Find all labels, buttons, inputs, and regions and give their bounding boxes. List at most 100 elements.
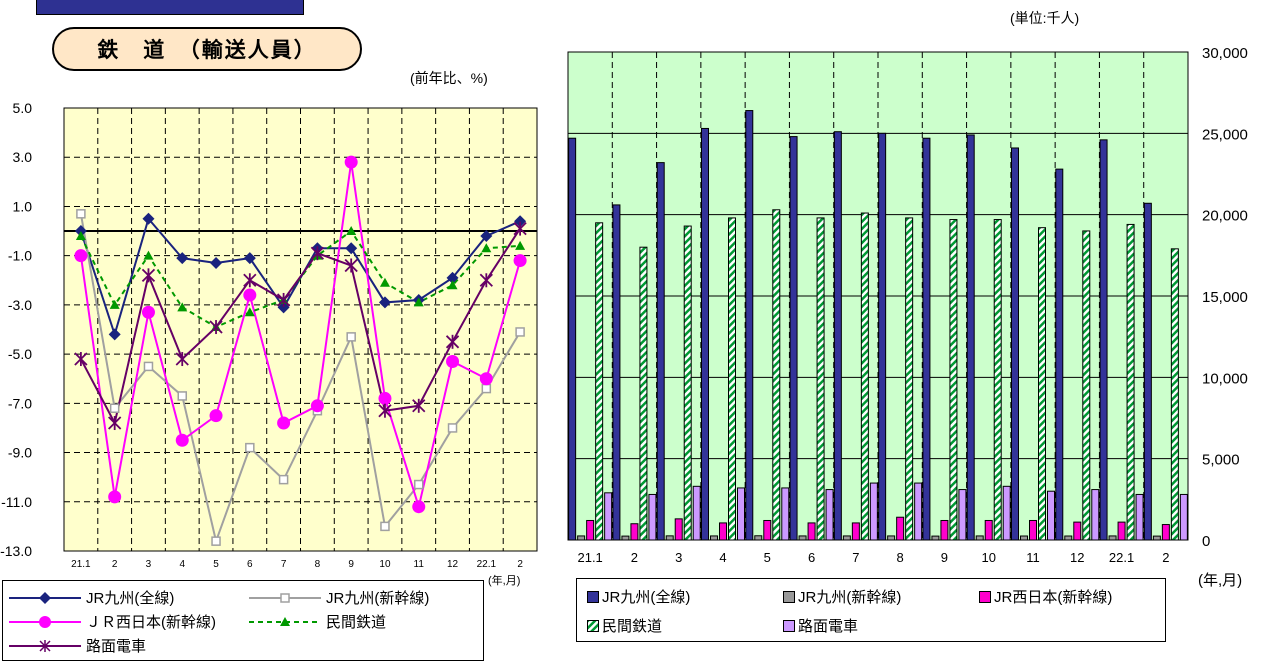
bar: [833, 131, 842, 541]
bar: [781, 487, 790, 541]
bar: [1135, 493, 1144, 541]
data-point: [446, 354, 460, 368]
x-tick-label: 10: [981, 550, 995, 565]
bar: [683, 225, 692, 541]
data-point: [310, 246, 325, 261]
diamond-marker-icon: [39, 591, 51, 604]
x-tick-label: 21.1: [71, 559, 91, 570]
data-point: [345, 242, 358, 255]
x-tick-label: 8: [897, 550, 904, 565]
bar: [1161, 524, 1170, 541]
bar: [772, 209, 781, 541]
legend-item-jr-kyushu-shinkansen: JR九州(新幹線): [247, 587, 429, 608]
bar: [639, 246, 648, 541]
data-point: [209, 320, 223, 335]
y-tick-label: 30,000: [1202, 45, 1248, 62]
bar: [1082, 230, 1091, 541]
data-point: [346, 332, 356, 342]
bar: [807, 522, 816, 541]
data-point: [378, 403, 392, 418]
bar: [789, 136, 798, 541]
line-chart-legend: JR九州(全線) JR九州(新幹線) ＪＲ西日本(新幹線) 民間鉄道 路面電車: [2, 580, 484, 661]
x-tick-label: 2: [1162, 550, 1169, 565]
bar: [719, 522, 727, 541]
y-tick-label: -13.0: [0, 543, 32, 559]
data-point: [276, 292, 291, 307]
legend-item-jr-kyushu-all: JR九州(全線): [7, 587, 174, 608]
bar: [595, 222, 604, 541]
data-point: [479, 273, 493, 288]
data-point: [447, 423, 458, 433]
x-tick-label: 6: [247, 559, 253, 570]
data-point: [243, 273, 257, 288]
data-point: [177, 391, 187, 401]
data-point: [378, 391, 392, 405]
bar: [1073, 521, 1082, 541]
legend-item-jr-west-shinkansen: JR西日本(新幹線): [979, 586, 1112, 607]
line-x-unit-label: (年,月): [488, 573, 520, 587]
legend-label: JR九州(新幹線): [798, 589, 902, 606]
data-point: [414, 479, 424, 490]
data-point: [447, 280, 458, 290]
data-point: [446, 271, 459, 284]
data-point: [141, 268, 156, 283]
data-point: [75, 230, 86, 240]
bar: [914, 482, 923, 541]
legend-label: 民間鉄道: [326, 614, 387, 631]
data-point: [176, 252, 189, 265]
bar: [1126, 223, 1135, 541]
x-tick-label: 2: [112, 559, 118, 570]
legend-label: ＪＲ西日本(新幹線): [86, 614, 216, 631]
x-tick-label: 7: [852, 550, 859, 565]
line-chart-unit-label: (前年比、%): [410, 70, 488, 86]
y-tick-label: 5,000: [1202, 452, 1240, 469]
x-tick-label: 5: [764, 550, 771, 565]
x-tick-label: 11: [1026, 550, 1040, 565]
bar: [896, 516, 905, 541]
bar: [887, 535, 896, 541]
data-point: [479, 372, 493, 386]
y-tick-label: 1.0: [13, 198, 33, 214]
data-point: [74, 249, 88, 263]
data-point: [143, 361, 154, 372]
legend-label: 路面電車: [798, 618, 859, 635]
data-point: [412, 500, 426, 514]
data-point: [74, 352, 88, 367]
data-point: [278, 474, 289, 485]
bar: [825, 489, 834, 541]
bar: [984, 519, 993, 541]
bar-x-unit-label: (年,月): [1198, 572, 1242, 589]
data-point: [515, 240, 526, 250]
y-tick-label: -9.0: [8, 445, 32, 461]
bar: [798, 535, 807, 541]
bar: [648, 493, 657, 541]
y-tick-label: 25,000: [1202, 126, 1248, 143]
bar: [1108, 535, 1117, 541]
bar: [612, 204, 621, 541]
data-point: [243, 288, 257, 302]
data-point: [346, 226, 357, 236]
legend-label: JR九州(全線): [86, 590, 175, 607]
y-tick-label: 5.0: [13, 100, 33, 116]
data-point: [177, 302, 188, 312]
legend-item-jr-west-shinkansen: ＪＲ西日本(新幹線): [7, 611, 216, 632]
bar: [1029, 519, 1037, 541]
x-tick-label: 3: [146, 559, 152, 570]
data-point: [412, 398, 426, 413]
data-point: [108, 490, 122, 504]
data-point: [108, 328, 121, 341]
bar: [940, 519, 949, 541]
square-marker-icon: [280, 592, 290, 603]
bar: [754, 535, 763, 541]
legend-label: 民間鉄道: [602, 618, 663, 635]
data-point: [210, 257, 223, 270]
bar: [1038, 227, 1046, 541]
bar: [710, 535, 718, 541]
y-tick-label: -3.0: [8, 297, 32, 313]
data-point: [109, 299, 120, 309]
x-tick-label: 4: [719, 550, 726, 565]
bar: [966, 134, 975, 541]
bar: [728, 217, 736, 541]
x-tick-label: 22.1: [1109, 550, 1134, 565]
data-point: [175, 433, 189, 447]
